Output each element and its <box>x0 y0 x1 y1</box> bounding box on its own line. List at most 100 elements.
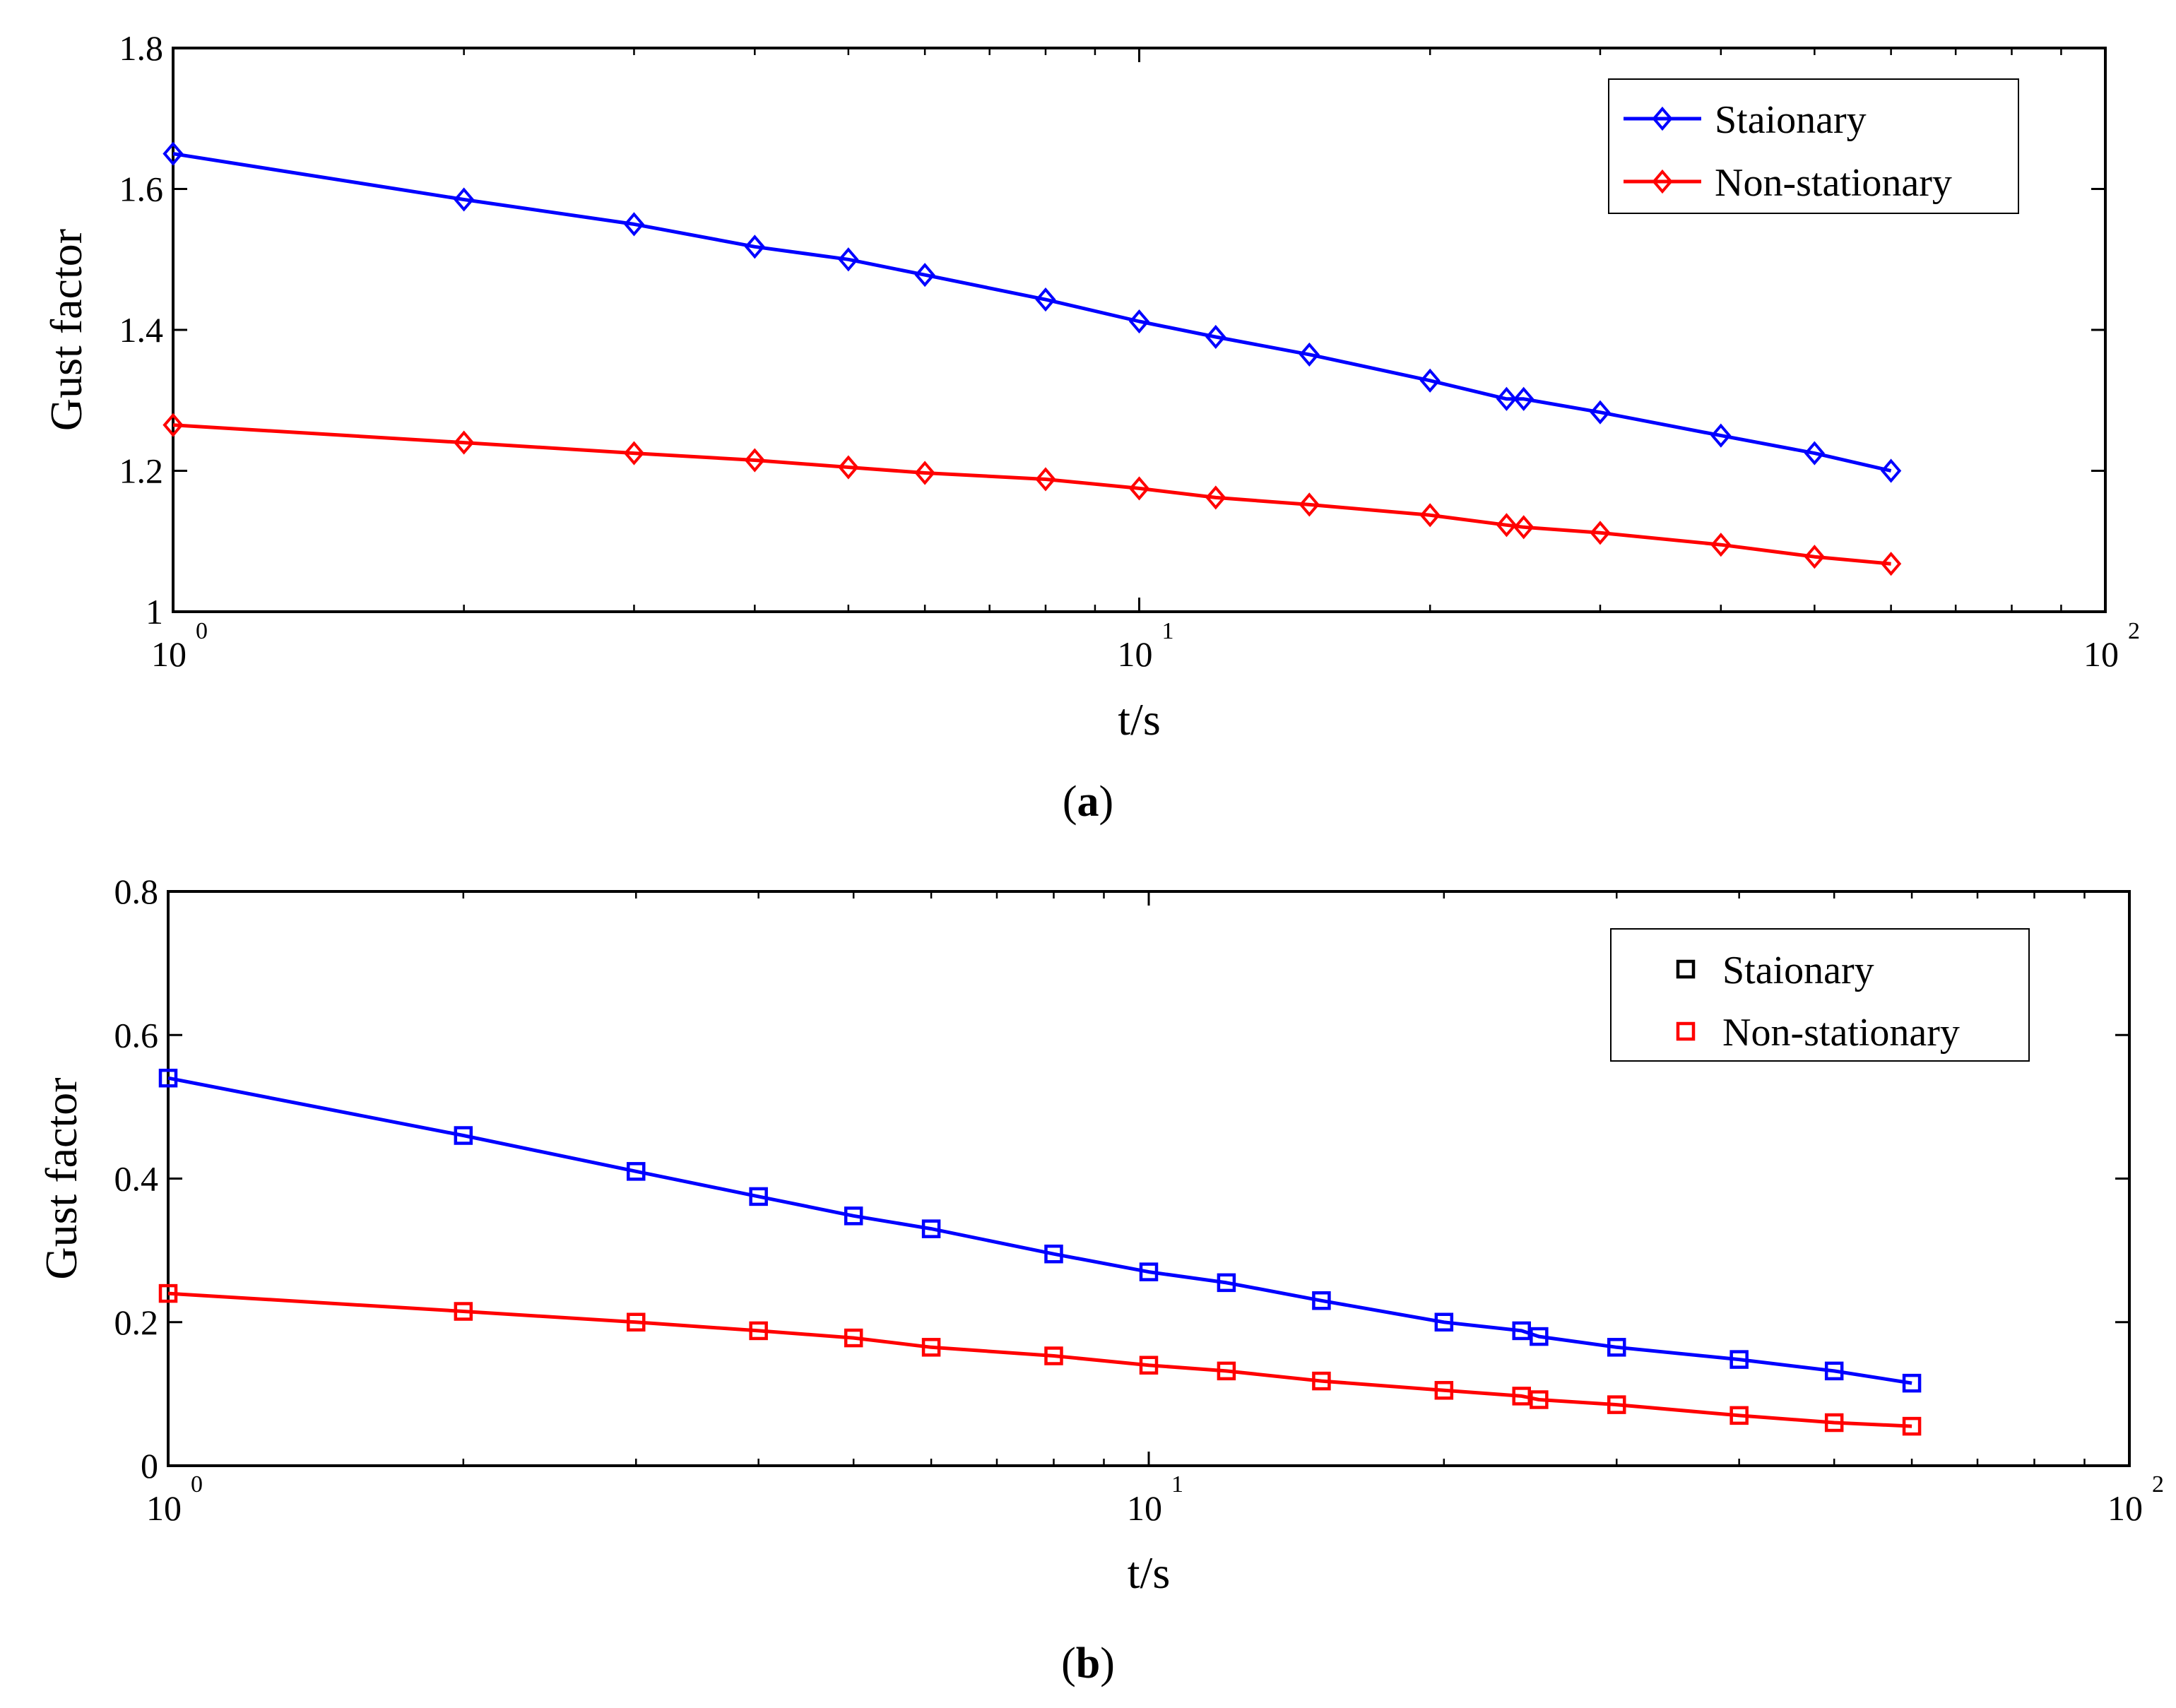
x-tick-exponent: 1 <box>1162 618 1174 644</box>
x-tick-label: 10 <box>151 634 187 674</box>
data-point <box>1434 1312 1454 1332</box>
legend-label: Staionary <box>1722 949 1874 992</box>
data-point <box>1419 503 1441 528</box>
x-tick-exponent: 2 <box>2128 618 2140 644</box>
data-point <box>1128 309 1150 334</box>
data-point <box>1217 1361 1236 1381</box>
data-point <box>1902 1416 1922 1436</box>
data-point <box>626 1162 646 1181</box>
data-point <box>158 1283 178 1303</box>
data-point <box>1044 1346 1063 1365</box>
legend-marker <box>1652 106 1673 131</box>
data-point <box>454 1126 473 1145</box>
data-point <box>162 413 184 437</box>
legend-marker <box>1652 169 1673 194</box>
series-line <box>172 423 1891 566</box>
series-line <box>167 1291 1912 1428</box>
data-point <box>1312 1291 1331 1310</box>
x-tick-label: 10 <box>2083 634 2119 674</box>
data-point <box>914 263 935 287</box>
y-tick-label: 1.6 <box>119 170 164 209</box>
y-tick-label: 1.8 <box>119 28 164 68</box>
data-point <box>1804 441 1825 465</box>
data-point <box>1710 423 1732 448</box>
data-point <box>1729 1350 1749 1369</box>
data-point <box>1128 476 1150 501</box>
data-point <box>838 455 859 480</box>
data-point <box>1044 1244 1063 1264</box>
y-tick-label: 0.2 <box>114 1303 159 1342</box>
data-point <box>1880 552 1902 576</box>
series-non-stationary <box>158 1283 1922 1436</box>
legend-label: Non-stationary <box>1715 161 1952 205</box>
data-point <box>1312 1371 1331 1391</box>
y-tick-label: 1.2 <box>119 451 164 491</box>
x-tick-label: 10 <box>1118 634 1153 674</box>
data-point <box>1419 368 1441 393</box>
data-point <box>844 1206 863 1226</box>
data-point <box>914 461 935 485</box>
data-point <box>1513 515 1535 540</box>
panel-caption: (b) <box>1061 1639 1115 1688</box>
x-tick-label: 10 <box>1127 1488 1162 1528</box>
x-tick-label: 10 <box>2107 1488 2143 1528</box>
data-point <box>1496 386 1518 411</box>
series-line <box>167 1076 1912 1385</box>
y-tick-label: 0.6 <box>114 1015 159 1055</box>
data-point <box>1804 545 1825 569</box>
data-point <box>744 448 765 473</box>
data-point <box>1512 1387 1531 1406</box>
legend-label: Staionary <box>1715 98 1867 142</box>
y-tick-label: 0.4 <box>114 1159 159 1199</box>
data-point <box>1139 1356 1159 1375</box>
data-point <box>844 1328 863 1348</box>
data-point <box>623 212 645 237</box>
x-tick-exponent: 0 <box>196 618 208 644</box>
data-point <box>1513 386 1535 411</box>
data-point <box>1512 1321 1531 1341</box>
y-tick-label: 1 <box>146 592 163 631</box>
data-point <box>1205 485 1226 510</box>
data-point <box>1139 1262 1159 1281</box>
legend: Staionary Non-stationary <box>1608 78 2019 214</box>
data-point <box>454 1302 473 1321</box>
data-point <box>921 1219 941 1238</box>
data-point <box>1530 1327 1549 1346</box>
data-point <box>749 1321 768 1341</box>
data-point <box>1299 342 1320 367</box>
data-point <box>1434 1381 1454 1400</box>
panel-caption: (a) <box>1063 778 1113 826</box>
x-tick-exponent: 2 <box>2152 1471 2164 1498</box>
data-point <box>1824 1413 1844 1433</box>
series-stationary <box>158 1068 1922 1393</box>
data-point <box>1530 1390 1549 1409</box>
data-point <box>158 1068 178 1088</box>
data-point <box>1217 1273 1236 1293</box>
data-point <box>454 430 475 455</box>
data-point <box>838 247 859 272</box>
data-point <box>1590 521 1611 545</box>
series-non-stationary <box>162 413 1902 576</box>
data-point <box>626 1312 646 1332</box>
series-stationary <box>162 141 1902 483</box>
data-point <box>1607 1395 1626 1414</box>
data-point <box>1729 1406 1749 1425</box>
legend-marker <box>1676 1021 1696 1041</box>
x-axis-title: t/s <box>1128 1548 1170 1598</box>
legend: Staionary Non-stationary <box>1610 928 2030 1062</box>
data-point <box>1496 513 1518 538</box>
data-point <box>454 187 475 212</box>
x-axis-title: t/s <box>1118 694 1160 745</box>
x-tick-exponent: 1 <box>1171 1471 1183 1498</box>
y-tick-label: 1.4 <box>119 310 164 350</box>
x-tick-label: 10 <box>146 1488 182 1528</box>
y-axis-title: Gust factor <box>36 1077 86 1279</box>
series-line <box>172 152 1892 473</box>
data-point <box>749 1187 768 1206</box>
data-point <box>1710 533 1732 557</box>
legend-box <box>1608 78 2019 214</box>
data-point <box>1035 467 1056 492</box>
data-point <box>1607 1338 1626 1357</box>
